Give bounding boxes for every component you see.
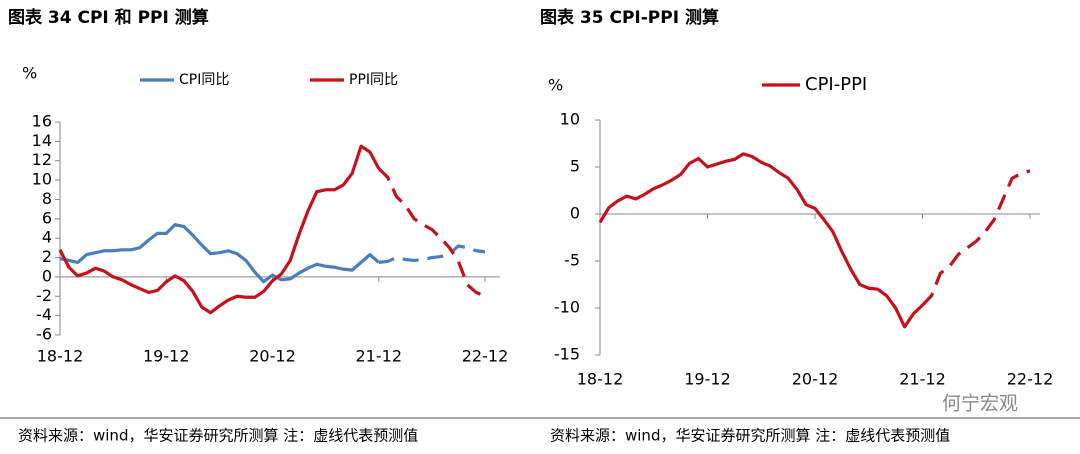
- y-tick-label: -5: [564, 251, 580, 270]
- forecast-line: [921, 169, 1031, 307]
- x-tick-label: 21-12: [899, 370, 946, 389]
- source-note: 资料来源：wind，华安证券研究所测算 注：虚线代表预测值: [18, 427, 418, 445]
- y-tick-label: 0: [42, 266, 52, 285]
- y-tick-label: 5: [570, 157, 580, 176]
- y-tick-label: 10: [560, 110, 580, 129]
- y-tick-label: 2: [42, 247, 52, 266]
- y-tick-label: 8: [42, 189, 52, 208]
- forecast-line: [378, 244, 486, 264]
- chart-title: 图表 34 CPI 和 PPI 测算: [8, 7, 209, 28]
- y-unit: %: [22, 64, 37, 83]
- y-tick-label: -4: [36, 305, 52, 324]
- x-tick-label: 18-12: [577, 370, 624, 389]
- y-unit: %: [548, 76, 563, 95]
- y-tick-label: 6: [42, 208, 52, 227]
- y-tick-label: -10: [554, 298, 580, 317]
- x-tick-label: 19-12: [684, 370, 731, 389]
- series-line: [58, 144, 381, 315]
- y-tick-label: 10: [32, 170, 52, 189]
- x-tick-label: 18-12: [37, 347, 84, 366]
- y-tick-label: 12: [32, 150, 52, 169]
- source-note: 资料来源：wind，华安证券研究所测算 注：虚线代表预测值: [550, 427, 950, 445]
- legend-label: PPI同比: [349, 72, 398, 88]
- forecast-line: [377, 167, 486, 298]
- legend-label: CPI同比: [179, 72, 229, 88]
- y-tick-label: 14: [32, 131, 52, 150]
- x-tick-label: 19-12: [143, 347, 190, 366]
- y-tick-label: -6: [36, 325, 52, 344]
- series-line: [598, 152, 924, 329]
- x-tick-label: 22-12: [462, 347, 509, 366]
- chart-title: 图表 35 CPI-PPI 测算: [540, 7, 719, 28]
- y-tick-label: -2: [36, 286, 52, 305]
- x-tick-label: 21-12: [356, 347, 403, 366]
- x-tick-label: 20-12: [792, 370, 839, 389]
- series-line: [59, 223, 380, 284]
- x-tick-label: 20-12: [249, 347, 296, 366]
- y-tick-label: -15: [554, 345, 580, 364]
- legend-label: CPI-PPI: [805, 74, 867, 95]
- y-tick-label: 16: [32, 112, 52, 131]
- y-tick-label: 4: [42, 228, 52, 247]
- y-tick-label: 0: [570, 204, 580, 223]
- watermark: 何宁宏观: [942, 393, 1018, 415]
- x-tick-label: 22-12: [1007, 370, 1054, 389]
